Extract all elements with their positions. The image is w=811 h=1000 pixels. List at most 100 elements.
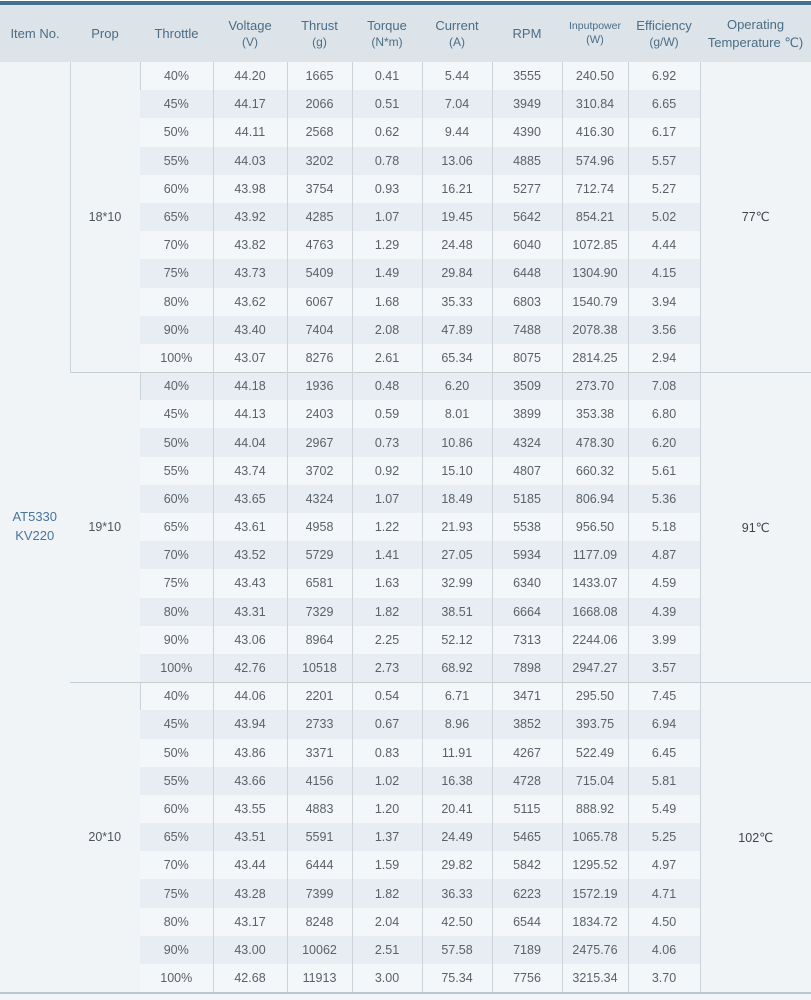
operating-temperature-cell: 91℃: [699, 371, 811, 683]
throttle-cell: 75%: [163, 266, 189, 281]
efficiency-cell: 3.57: [627, 653, 700, 683]
throttle-cell: 100%: [160, 350, 193, 365]
current-cell: 16.38: [421, 766, 492, 795]
voltage-cell: 43.55: [212, 794, 287, 824]
voltage-cell: 44.18: [212, 371, 287, 401]
current-cell: 32.99: [421, 569, 492, 598]
voltage-cell: 43.51: [212, 823, 287, 852]
voltage-cell: 43.44: [212, 851, 287, 880]
efficiency-cell: 6.17: [627, 118, 700, 147]
operating-temperature-cell: 102℃: [699, 681, 811, 993]
rpm-cell: 5115: [491, 794, 562, 824]
thrust-cell: 11913: [286, 964, 352, 993]
table-bottom-divider: [0, 992, 811, 995]
inputpower-cell: 240.50: [561, 62, 628, 91]
voltage-cell: 43.61: [212, 513, 287, 542]
rpm-cell: 7189: [491, 935, 562, 964]
efficiency-cell: 3.94: [627, 287, 700, 316]
efficiency-cell: 4.06: [627, 935, 700, 964]
torque-cell: 2.08: [351, 315, 422, 344]
rpm-cell: 4267: [491, 738, 562, 767]
column-header-torque: Torque (N*m): [352, 5, 422, 62]
voltage-cell: 43.06: [212, 625, 287, 654]
current-cell: 57.58: [421, 935, 492, 964]
throttle-cell: 70%: [163, 548, 189, 563]
item-no-line: AT5330: [12, 509, 58, 525]
thrust-cell: 8248: [286, 907, 352, 936]
current-cell: 8.01: [421, 400, 492, 429]
thrust-cell: 2403: [286, 400, 352, 429]
voltage-cell: 43.17: [212, 907, 287, 936]
throttle-cell: 65%: [163, 520, 189, 535]
rpm-cell: 3899: [491, 400, 562, 429]
motor-spec-table: Item No. Prop Throttle Voltage (V) Thrust (g) T…: [0, 5, 811, 993]
thrust-cell: 6444: [286, 851, 352, 880]
rpm-cell: 6340: [491, 569, 562, 598]
throttle-cell: 90%: [163, 632, 189, 647]
thrust-cell: 10518: [286, 653, 352, 683]
current-cell: 5.44: [421, 62, 492, 91]
torque-cell: 0.78: [351, 146, 422, 175]
throttle-cell: 80%: [163, 604, 189, 619]
throttle-cell: 75%: [163, 576, 189, 591]
inputpower-cell: 295.50: [561, 681, 628, 711]
inputpower-cell: 888.92: [561, 794, 628, 824]
throttle-cell: 70%: [163, 238, 189, 253]
thrust-cell: 3202: [286, 146, 352, 175]
torque-cell: 0.62: [351, 118, 422, 147]
table-row: 45% 44.13 2403 0.59 8.01 3899 353.38 6.80: [0, 400, 811, 429]
table-row: 60% 43.98 3754 0.93 16.21 5277 712.74 5.27: [0, 174, 811, 203]
inputpower-cell: 353.38: [561, 400, 628, 429]
column-header-temperature: Operating Temperature ℃): [700, 5, 811, 62]
rpm-cell: 5185: [491, 484, 562, 513]
voltage-cell: 42.68: [212, 964, 287, 993]
throttle-cell: 80%: [163, 294, 189, 309]
current-cell: 29.82: [421, 851, 492, 880]
torque-cell: 3.00: [351, 964, 422, 993]
column-header-unit: (g): [312, 35, 327, 50]
thrust-cell: 2568: [286, 118, 352, 147]
current-cell: 13.06: [421, 146, 492, 175]
efficiency-cell: 5.61: [627, 456, 700, 485]
table-body: AT5330 KV220 18*10 40% 44.20 1665 0.41 5.44 3555…: [0, 62, 811, 993]
efficiency-cell: 6.20: [627, 428, 700, 457]
top-white-line: [0, 0, 811, 1]
torque-cell: 0.73: [351, 428, 422, 457]
torque-cell: 1.63: [351, 569, 422, 598]
torque-cell: 1.49: [351, 259, 422, 288]
inputpower-cell: 393.75: [561, 710, 628, 739]
current-cell: 6.71: [421, 681, 492, 711]
efficiency-cell: 5.81: [627, 766, 700, 795]
efficiency-cell: 5.27: [627, 174, 700, 203]
column-header-unit: (W): [586, 34, 604, 47]
torque-cell: 1.68: [351, 287, 422, 316]
rpm-cell: 3509: [491, 371, 562, 401]
inputpower-cell: 1572.19: [561, 879, 628, 908]
torque-cell: 0.92: [351, 456, 422, 485]
voltage-cell: 44.13: [212, 400, 287, 429]
inputpower-cell: 1177.09: [561, 541, 628, 570]
column-header-label: Torque: [367, 17, 407, 33]
torque-cell: 1.37: [351, 823, 422, 852]
torque-cell: 2.73: [351, 653, 422, 683]
throttle-cell: 40%: [139, 371, 213, 401]
voltage-cell: 44.04: [212, 428, 287, 457]
voltage-cell: 43.00: [212, 935, 287, 964]
throttle-cell: 65%: [163, 830, 189, 845]
column-header-label: RPM: [512, 25, 542, 41]
current-cell: 6.20: [421, 371, 492, 401]
torque-cell: 0.83: [351, 738, 422, 767]
throttle-cell: 60%: [163, 491, 189, 506]
rpm-cell: 6040: [491, 231, 562, 260]
thrust-cell: 3371: [286, 738, 352, 767]
column-header-thrust: Thrust (g): [287, 5, 352, 62]
thrust-cell: 4324: [286, 484, 352, 513]
thrust-cell: 7329: [286, 597, 352, 626]
column-header-current: Current (A): [422, 5, 492, 62]
voltage-cell: 43.73: [212, 259, 287, 288]
table-row: 60% 43.65 4324 1.07 18.49 5185 806.94 5.36: [0, 484, 811, 513]
throttle-cell: 90%: [163, 322, 189, 337]
torque-cell: 2.25: [351, 625, 422, 654]
throttle-cell: 50%: [163, 125, 189, 140]
inputpower-cell: 1433.07: [561, 569, 628, 598]
